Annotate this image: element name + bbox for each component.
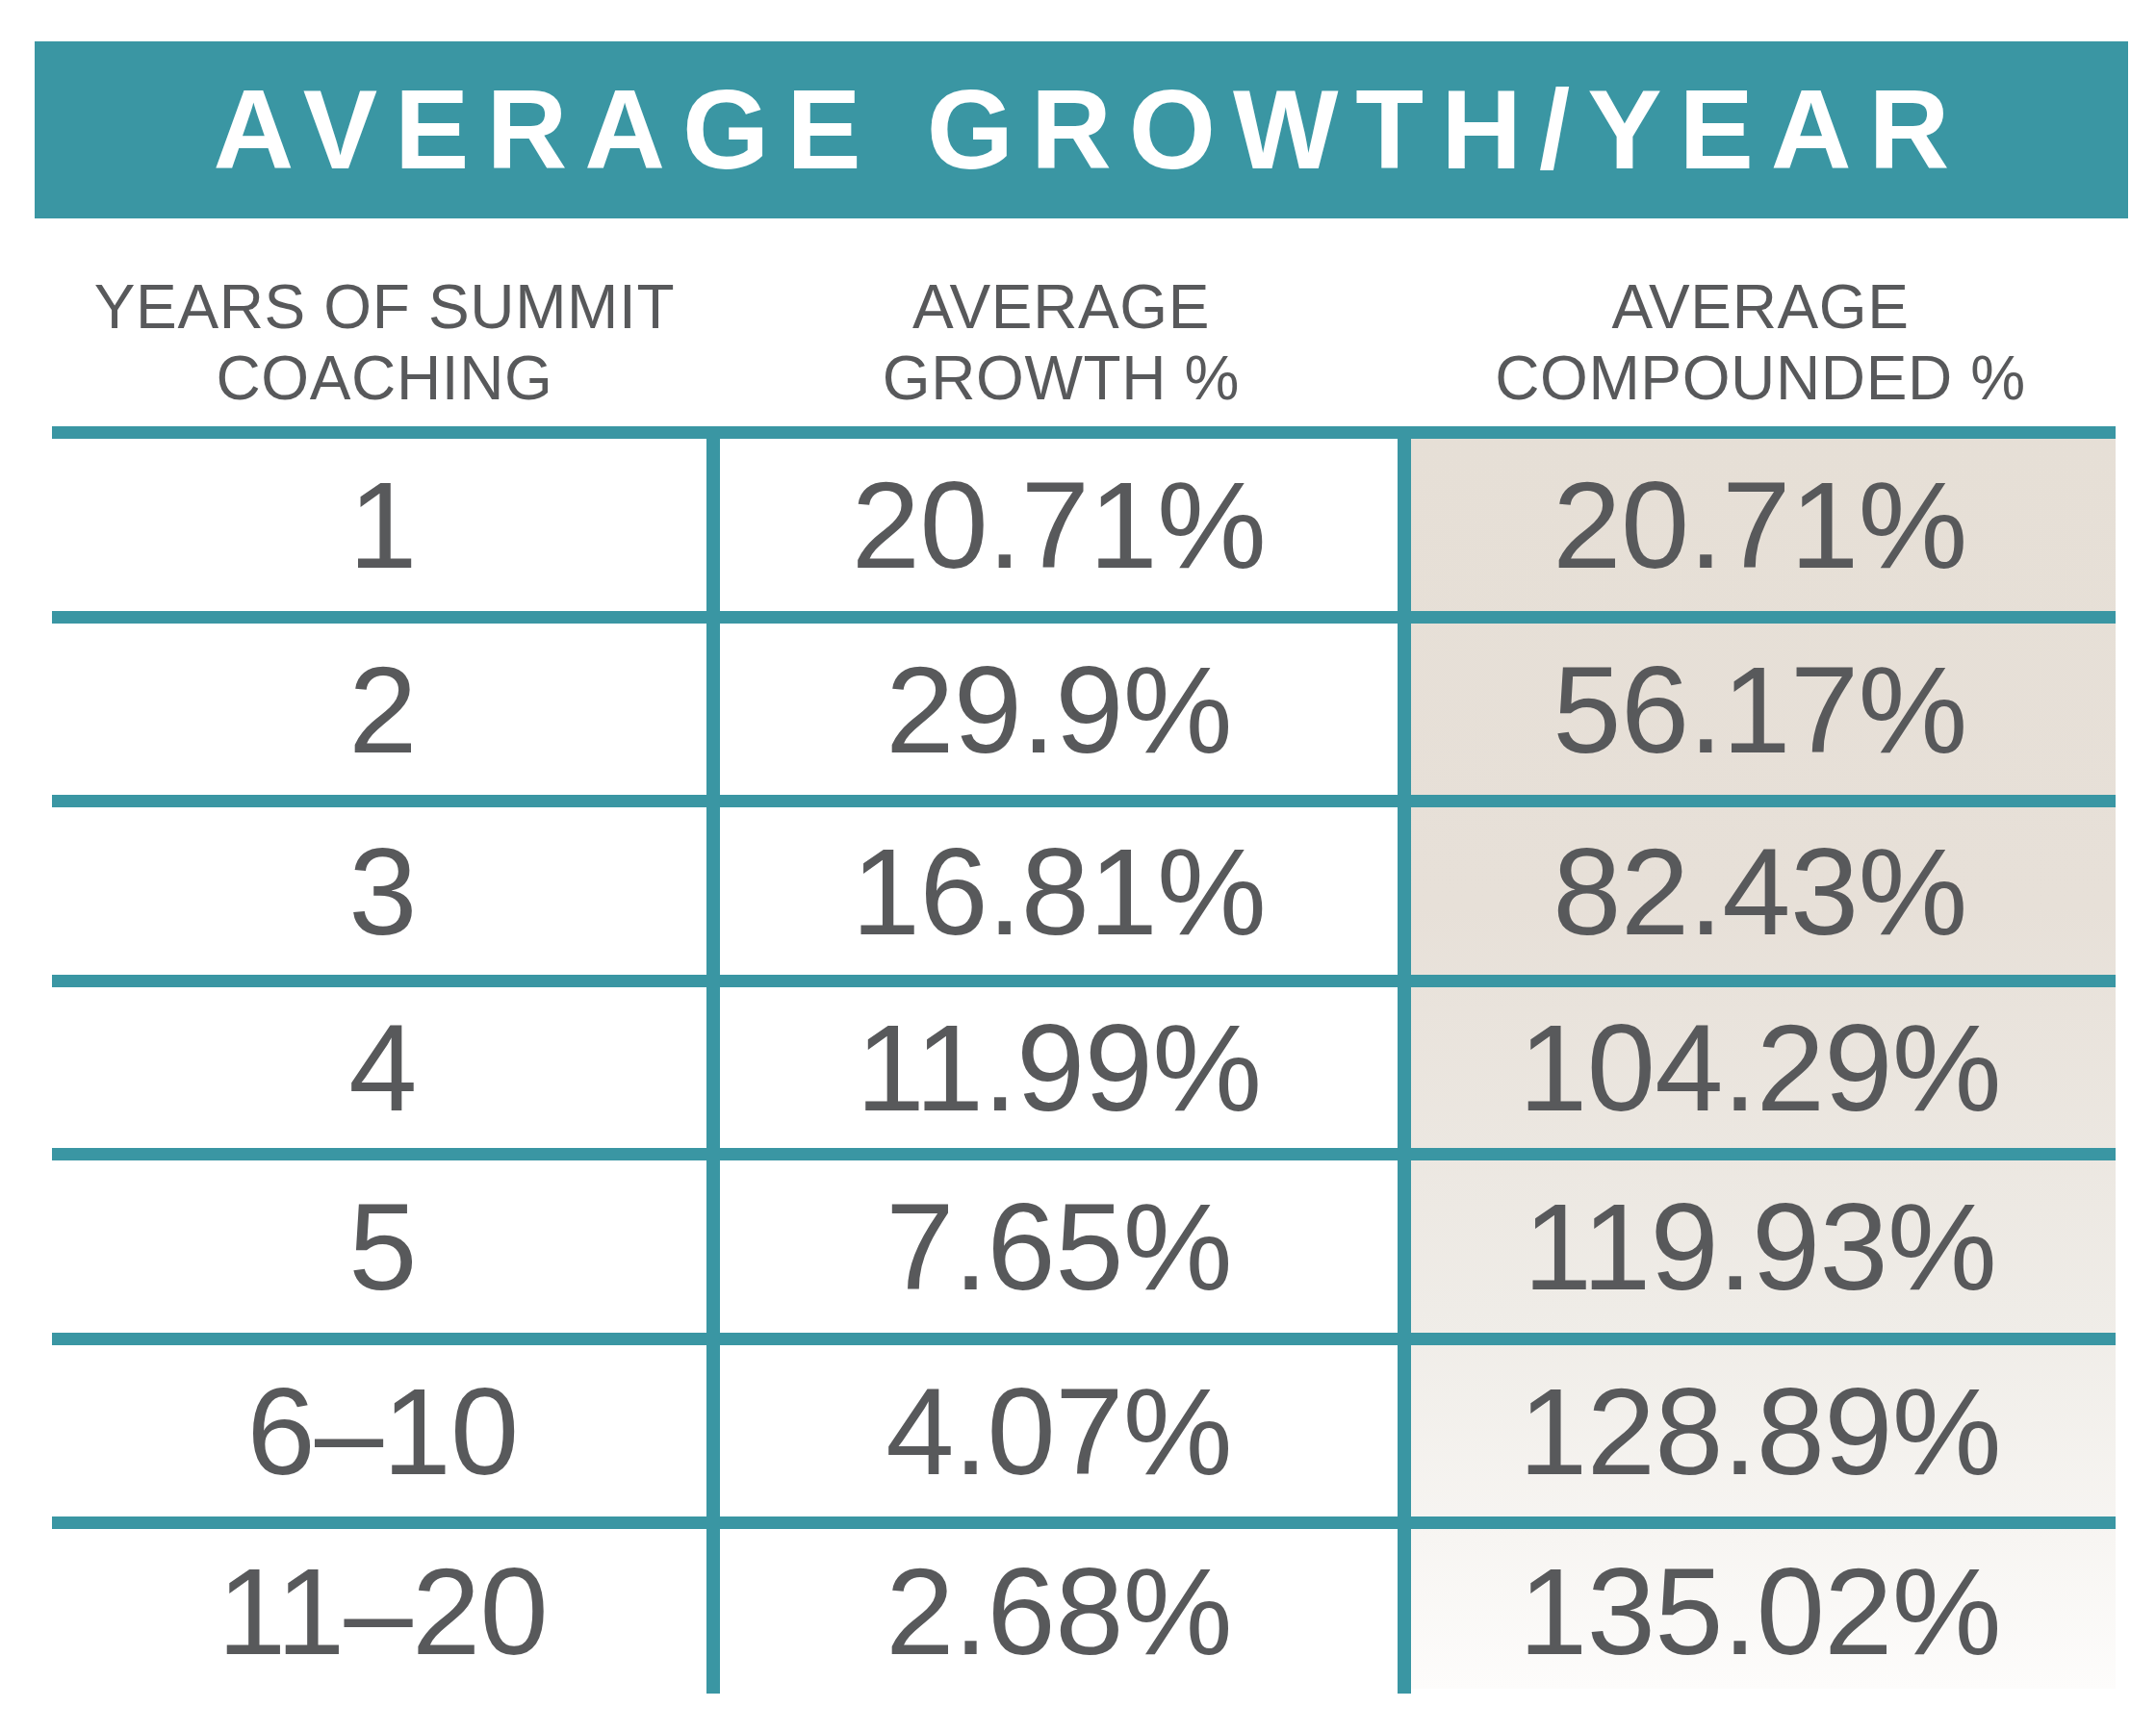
cell-compounded: 20.71% [1404,439,2116,611]
column-header-years: YEARS OF SUMMIT COACHING [52,239,717,420]
table-row: 5 7.65% 119.93% [52,1160,2116,1333]
column-header-line: AVERAGE [912,271,1210,343]
cell-growth: 16.81% [713,807,1404,975]
cell-growth: 11.99% [713,987,1404,1148]
cell-compounded: 82.43% [1404,807,2116,975]
cell-years: 2 [52,624,713,795]
row-separator [52,1333,2116,1345]
infographic-table: AVERAGE GROWTH/YEAR YEARS OF SUMMIT COAC… [0,0,2156,1733]
table-row: 11–20 2.68% 135.02% [52,1529,2116,1694]
column-header-growth: AVERAGE GROWTH % [717,239,1405,420]
cell-growth: 29.9% [713,624,1404,795]
cell-growth: 7.65% [713,1160,1404,1333]
column-header-line: GROWTH % [883,343,1240,414]
cell-years: 3 [52,807,713,975]
cell-compounded: 56.17% [1404,624,2116,795]
cell-compounded: 119.93% [1404,1160,2116,1333]
cell-years: 6–10 [52,1345,713,1516]
row-separator [52,426,2116,439]
table-row: 4 11.99% 104.29% [52,987,2116,1148]
cell-years: 5 [52,1160,713,1333]
cell-growth: 20.71% [713,439,1404,611]
title-banner: AVERAGE GROWTH/YEAR [35,41,2128,218]
cell-years: 4 [52,987,713,1148]
table-row: 1 20.71% 20.71% [52,439,2116,611]
cell-compounded: 104.29% [1404,987,2116,1148]
table-row: 6–10 4.07% 128.89% [52,1345,2116,1516]
row-separator [52,975,2116,987]
cell-compounded: 135.02% [1404,1529,2116,1694]
column-header-line: COMPOUNDED % [1495,343,2026,414]
table-row: 3 16.81% 82.43% [52,807,2116,975]
column-header-line: COACHING [216,343,552,414]
cell-compounded: 128.89% [1404,1345,2116,1516]
page-title: AVERAGE GROWTH/YEAR [214,65,1967,194]
column-header-compounded: AVERAGE COMPOUNDED % [1405,239,2116,420]
row-separator [52,795,2116,807]
cell-growth: 4.07% [713,1345,1404,1516]
column-header-line: AVERAGE [1611,271,1909,343]
row-separator [52,1516,2116,1529]
cell-years: 1 [52,439,713,611]
row-separator [52,611,2116,624]
cell-growth: 2.68% [713,1529,1404,1694]
cell-years: 11–20 [52,1529,713,1694]
row-separator [52,1148,2116,1160]
column-header-line: YEARS OF SUMMIT [94,271,675,343]
table-row: 2 29.9% 56.17% [52,624,2116,795]
